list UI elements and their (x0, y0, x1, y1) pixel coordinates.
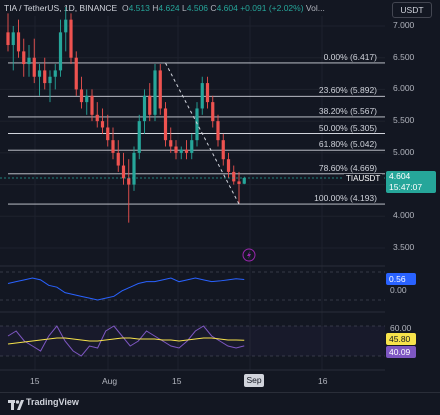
candle-body (74, 57, 78, 90)
candle-body (221, 140, 225, 160)
footer: TradingView (0, 392, 440, 411)
last-price-tag: 4.604 15:47:07 (386, 171, 436, 193)
symbol-legend: TIA / TetherUS, 1D, BINANCE O4.513 H4.62… (0, 0, 389, 16)
candle-body (216, 121, 220, 141)
osc1-value-tag: 0.56 (386, 273, 416, 285)
candle-body (32, 57, 36, 77)
chart-grid (0, 16, 385, 370)
change-value: +0.091 (+2.02%) (240, 3, 304, 13)
candle-body (137, 121, 141, 153)
candle-body (179, 149, 183, 153)
osc2-purple-tag: 40.09 (386, 346, 416, 358)
candle-body (211, 102, 215, 122)
candle-body (58, 32, 63, 71)
osc1-zero-tick: 0.00 (390, 285, 407, 295)
symbol-title[interactable]: TIA / TetherUS, 1D, BINANCE (4, 3, 118, 13)
candle-body (153, 70, 157, 115)
candle-body (116, 152, 120, 166)
candle-body (184, 149, 189, 153)
candle-body (22, 51, 26, 65)
osc2-yellow-tag: 45.80 (386, 333, 416, 345)
currency-button[interactable]: USDT (392, 2, 432, 18)
osc2-purple-line (7, 325, 245, 357)
osc1-line (7, 277, 245, 301)
osc2-yellow-line (7, 337, 245, 345)
candle-body (127, 178, 131, 185)
candlestick-series (6, 6, 246, 223)
oscillator-pane-2 (0, 325, 385, 357)
close-label: C (210, 3, 217, 13)
price-tick: 3.500 (393, 242, 415, 252)
candle-body (142, 95, 147, 122)
time-tick: 15 (172, 376, 182, 386)
trend-line (165, 62, 240, 205)
candle-body (121, 165, 126, 179)
price-tick: 5.000 (393, 146, 415, 157)
candle-body (174, 146, 178, 153)
time-tick: 15 (30, 376, 40, 386)
candle-body (11, 32, 15, 46)
candle-body (95, 114, 99, 122)
volume-label[interactable]: Vol... (305, 3, 325, 13)
candle-body (100, 121, 105, 128)
candle-body (53, 70, 57, 77)
candle-body (90, 95, 94, 115)
candle-body (200, 83, 204, 109)
candle-body (37, 70, 42, 77)
price-tick: 5.500 (393, 115, 415, 126)
candle-body (242, 177, 246, 184)
candle-body (111, 140, 115, 153)
oscillator-pane-1 (0, 271, 385, 301)
countdown-timer: 15:47:07 (389, 182, 423, 192)
lightning-icon[interactable] (242, 248, 256, 267)
tradingview-brand[interactable]: TradingView (26, 397, 79, 407)
price-tick: 6.000 (393, 83, 415, 94)
candle-body (6, 32, 10, 46)
price-chart[interactable] (0, 0, 385, 372)
candle-body (106, 127, 110, 141)
candle-body (226, 159, 231, 172)
low-value: 4.506 (186, 3, 209, 13)
candle-body (79, 89, 84, 103)
candle-body (158, 70, 162, 109)
candle-body (64, 19, 68, 33)
candle-body (69, 19, 73, 58)
high-value: 4.624 (158, 3, 180, 13)
candle-body (48, 76, 52, 84)
price-tick: 6.500 (393, 51, 415, 62)
last-price-value: 4.604 (389, 171, 411, 181)
osc2-band (0, 326, 385, 356)
candle-body (27, 57, 31, 65)
high-label: H (152, 3, 159, 13)
candle-body (169, 140, 173, 147)
low-label: L (182, 3, 187, 13)
close-value: 4.604 (216, 3, 238, 13)
candle-body (43, 70, 47, 84)
price-tick: 7.000 (393, 20, 415, 30)
candle-body (205, 83, 210, 103)
time-tick: 16 (318, 376, 328, 386)
open-label: O (121, 3, 129, 13)
open-value: 4.513 (128, 3, 150, 13)
price-tick: 4.000 (393, 210, 415, 221)
time-axis-marker: Sep (244, 374, 264, 387)
candle-body (237, 181, 241, 184)
osc2-top-tick: 60.00 (390, 323, 412, 333)
candle-body (132, 152, 136, 185)
ticker-label: TIAUSDT (344, 174, 383, 183)
time-tick: Aug (102, 376, 118, 386)
candle-body (148, 95, 152, 115)
candle-body (232, 171, 236, 182)
candle-body (85, 95, 89, 103)
candle-body (163, 108, 168, 141)
candle-body (190, 140, 194, 153)
candle-body (16, 32, 21, 52)
tradingview-logo-icon[interactable] (8, 397, 24, 415)
